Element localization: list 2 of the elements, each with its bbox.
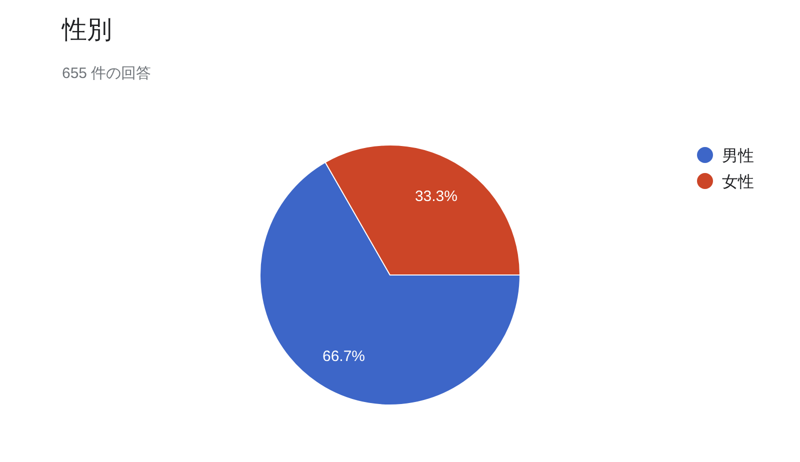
title: 性別 — [62, 16, 112, 44]
subtitle: 655 件の回答 — [62, 65, 152, 82]
